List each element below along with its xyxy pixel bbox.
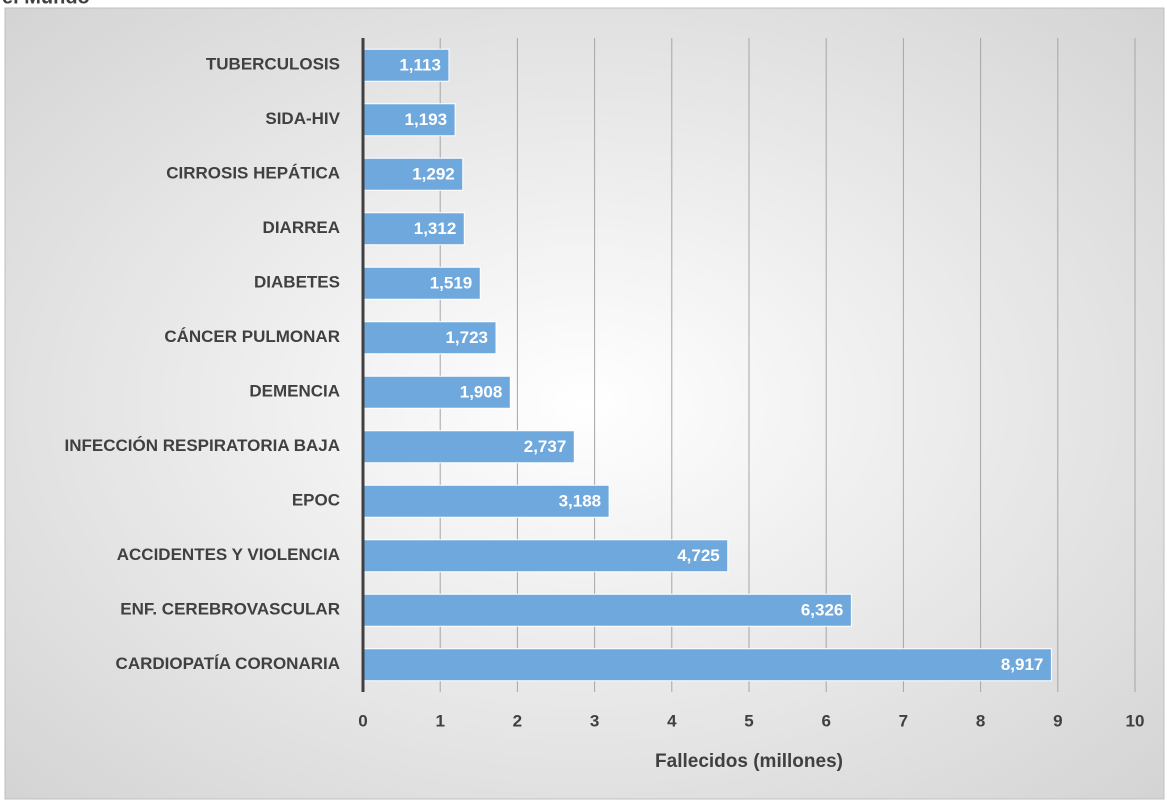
x-tick-label: 10 (1126, 711, 1145, 730)
x-tick-label: 7 (899, 711, 908, 730)
x-tick-label: 3 (590, 711, 599, 730)
y-tick-label: DEMENCIA (249, 382, 340, 401)
x-tick-label: 2 (513, 711, 522, 730)
bar (362, 375, 511, 409)
bar (362, 539, 729, 573)
data-label: 8,917 (1001, 655, 1044, 674)
data-label: 2,737 (524, 437, 567, 456)
data-label: 1,723 (445, 328, 488, 347)
data-label: 1,908 (460, 383, 503, 402)
bar (362, 430, 575, 464)
bar (362, 648, 1052, 682)
data-label: 1,193 (405, 110, 448, 129)
y-tick-label: DIABETES (254, 273, 340, 292)
x-axis-label: Fallecidos (millones) (655, 751, 843, 772)
bar (362, 321, 497, 355)
data-label: 1,312 (414, 219, 457, 238)
data-label: 1,113 (399, 56, 441, 75)
bar (362, 484, 610, 518)
y-tick-label: CIRROSIS HEPÁTICA (166, 164, 340, 183)
bar (362, 157, 464, 191)
data-label: 4,725 (677, 546, 720, 565)
x-tick-label: 4 (667, 711, 677, 730)
y-tick-label: CARDIOPATÍA CORONARIA (116, 654, 340, 673)
data-label: 6,326 (801, 601, 844, 620)
data-label: 1,292 (412, 165, 455, 184)
x-tick-label: 5 (744, 711, 753, 730)
y-tick-label: ACCIDENTES Y VIOLENCIA (117, 545, 340, 564)
y-tick-label: SIDA-HIV (265, 109, 340, 128)
y-tick-label: CÁNCER PULMONAR (164, 327, 340, 346)
bar (362, 266, 481, 300)
bar (362, 593, 852, 627)
x-tick-label: 8 (976, 711, 985, 730)
y-tick-label: TUBERCULOSIS (206, 55, 340, 74)
x-tick-label: 9 (1053, 711, 1062, 730)
chart-title: el Mundo (2, 0, 90, 8)
data-label: 3,188 (559, 492, 602, 511)
y-tick-label: ENF. CEREBROVASCULAR (120, 600, 340, 619)
data-label: 1,519 (430, 274, 473, 293)
y-tick-label: EPOC (292, 491, 340, 510)
x-tick-label: 1 (435, 711, 444, 730)
bar (362, 212, 465, 246)
bar (362, 48, 450, 82)
x-tick-label: 0 (358, 711, 367, 730)
y-tick-label: INFECCIÓN RESPIRATORIA BAJA (65, 436, 341, 455)
y-tick-label: DIARREA (263, 218, 340, 237)
x-tick-label: 6 (821, 711, 830, 730)
